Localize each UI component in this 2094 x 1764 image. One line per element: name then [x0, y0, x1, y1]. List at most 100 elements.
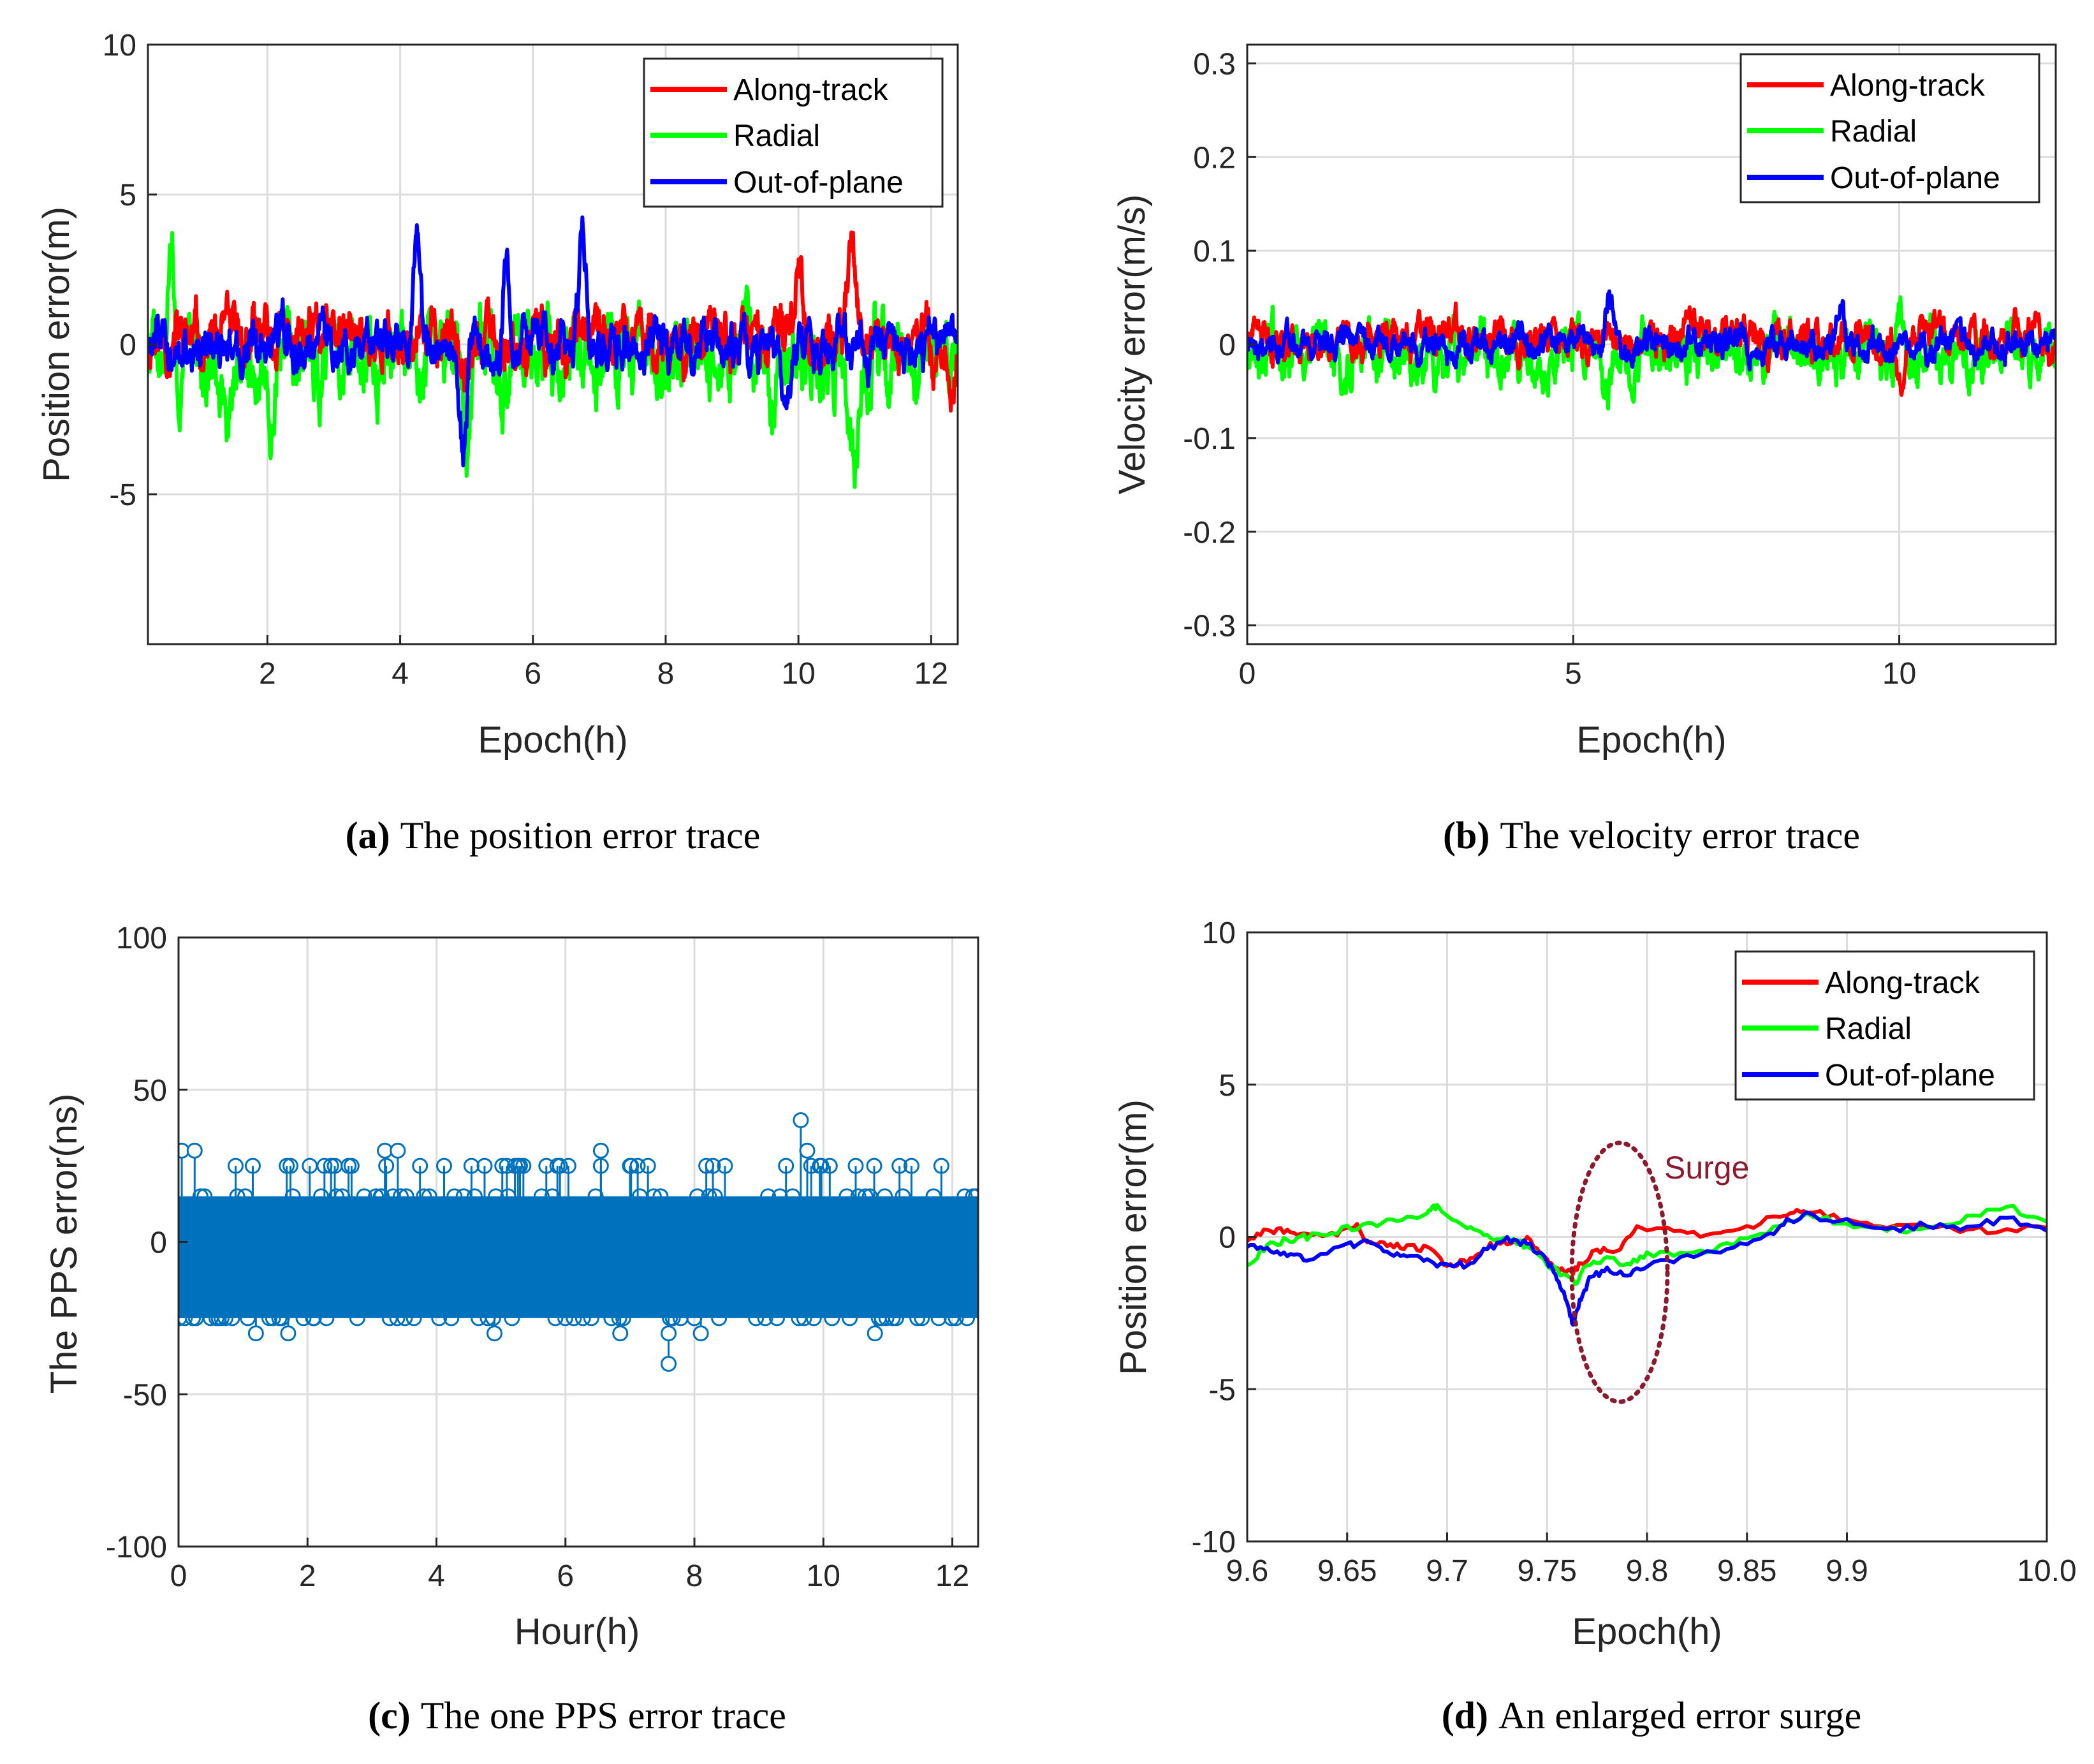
pps-marker — [652, 1188, 669, 1205]
pps-marker — [846, 1249, 862, 1265]
pps-marker — [805, 1310, 822, 1327]
x-tick-label: 8 — [686, 1559, 703, 1593]
y-tick-label: 5 — [119, 179, 136, 212]
legend-label-along-track: Along-track — [1830, 69, 1986, 103]
pps-marker — [249, 1219, 266, 1235]
pps-marker — [933, 1158, 949, 1174]
pps-marker — [256, 1279, 273, 1296]
pps-outlier-marker — [692, 1325, 709, 1342]
pps-outlier-marker — [487, 1325, 503, 1342]
x-tick-label: 12 — [935, 1559, 969, 1593]
panel-c-xlabel: Hour(h) — [515, 1611, 640, 1652]
pps-marker — [895, 1188, 911, 1205]
pps-outlier-marker — [867, 1325, 883, 1342]
y-tick-label: 10 — [1202, 916, 1236, 950]
panel-b-caption: (b) The velocity error trace — [1443, 814, 1860, 856]
surge-highlight-ellipse — [1569, 1140, 1670, 1404]
panel-a-caption: (a) The position error trace — [346, 814, 761, 856]
pps-marker — [432, 1249, 448, 1265]
pps-marker — [796, 1310, 812, 1327]
pps-marker — [695, 1249, 712, 1265]
pps-marker — [760, 1188, 777, 1205]
pps-outlier-marker — [793, 1112, 809, 1128]
pps-marker — [393, 1188, 409, 1205]
panel-c-caption-key: (c) — [368, 1694, 411, 1737]
pps-marker — [533, 1188, 550, 1205]
panel-b-velocity-error: 0 5 10 -0.3 -0.2 -0.1 0 0.1 0.2 0.3 Epoch(h) Velo… — [1111, 43, 2057, 856]
pps-marker — [305, 1310, 322, 1327]
pps-outlier-marker — [179, 1142, 190, 1159]
x-tick-label: 6 — [524, 657, 541, 691]
x-tick-label: 9.6 — [1226, 1554, 1269, 1588]
pps-marker — [416, 1188, 432, 1205]
pps-marker — [446, 1188, 463, 1205]
pps-marker — [916, 1249, 932, 1265]
y-tick-label: -10 — [1192, 1525, 1236, 1559]
pps-marker — [295, 1310, 312, 1327]
pps-marker — [571, 1219, 587, 1235]
y-tick-label: 50 — [133, 1074, 167, 1108]
pps-marker — [483, 1279, 499, 1296]
pps-marker — [436, 1158, 452, 1174]
pps-marker — [757, 1310, 773, 1327]
pps-marker — [803, 1158, 819, 1174]
pps-marker — [813, 1158, 830, 1174]
pps-marker — [847, 1158, 864, 1174]
panel-b-caption-text: The velocity error trace — [1500, 814, 1860, 856]
y-tick-label: 0 — [150, 1226, 167, 1260]
pps-marker — [821, 1158, 838, 1174]
pps-outlier-marker — [661, 1325, 677, 1342]
x-tick-label: 2 — [299, 1559, 316, 1593]
x-tick-label: 10 — [807, 1559, 840, 1593]
panel-c-caption: (c) The one PPS error trace — [368, 1694, 786, 1737]
pps-marker — [224, 1310, 240, 1327]
pps-marker — [492, 1249, 508, 1265]
pps-marker — [877, 1188, 893, 1205]
pps-marker — [552, 1158, 568, 1174]
panel-d-caption-text: An enlarged error surge — [1498, 1694, 1861, 1737]
y-tick-label: 0 — [1219, 328, 1236, 362]
pps-marker — [557, 1310, 574, 1327]
pps-marker — [531, 1249, 548, 1265]
pps-marker — [763, 1249, 780, 1265]
panel-a-position-error: 2 4 6 8 10 12 -5 0 5 10 Epoch(h) Position error(m… — [36, 29, 959, 856]
pps-marker — [590, 1249, 606, 1265]
panel-b-legend: Along-track Radial Out-of-plane — [1739, 53, 2040, 203]
pps-marker — [189, 1279, 206, 1296]
pps-marker — [689, 1188, 706, 1205]
panel-a-caption-text: The position error trace — [400, 814, 761, 856]
pps-marker — [833, 1279, 850, 1296]
pps-marker — [520, 1249, 536, 1265]
pps-marker — [575, 1310, 591, 1327]
pps-marker — [313, 1188, 330, 1205]
pps-marker — [611, 1310, 627, 1327]
x-tick-label: 0 — [170, 1559, 187, 1593]
x-tick-label: 10.0 — [2017, 1554, 2076, 1588]
pps-marker — [560, 1158, 576, 1174]
pps-outlier-marker — [280, 1325, 297, 1342]
pps-marker — [409, 1249, 425, 1265]
x-tick-label: 2 — [259, 657, 276, 691]
pps-marker — [282, 1158, 299, 1174]
pps-marker — [923, 1219, 939, 1235]
y-tick-label: -5 — [109, 478, 136, 512]
pps-marker — [318, 1310, 335, 1327]
pps-marker — [648, 1249, 665, 1265]
panel-d-caption-key: (d) — [1442, 1694, 1488, 1737]
pps-marker — [809, 1219, 826, 1235]
panel-b-ticks: 0 5 10 -0.3 -0.2 -0.1 0 0.1 0.2 0.3 — [1183, 47, 1916, 691]
pps-marker — [421, 1188, 437, 1205]
pps-marker — [431, 1310, 448, 1327]
pps-marker — [937, 1279, 954, 1296]
pps-marker — [928, 1219, 944, 1235]
pps-marker — [443, 1310, 460, 1327]
legend-label-out-of-plane: Out-of-plane — [733, 166, 904, 200]
pps-marker — [474, 1249, 490, 1265]
pps-marker — [368, 1188, 384, 1205]
pps-marker — [838, 1188, 855, 1205]
pps-marker — [179, 1310, 193, 1327]
pps-marker — [717, 1158, 733, 1174]
y-tick-label: 0 — [1219, 1221, 1236, 1255]
pps-marker — [529, 1219, 546, 1235]
